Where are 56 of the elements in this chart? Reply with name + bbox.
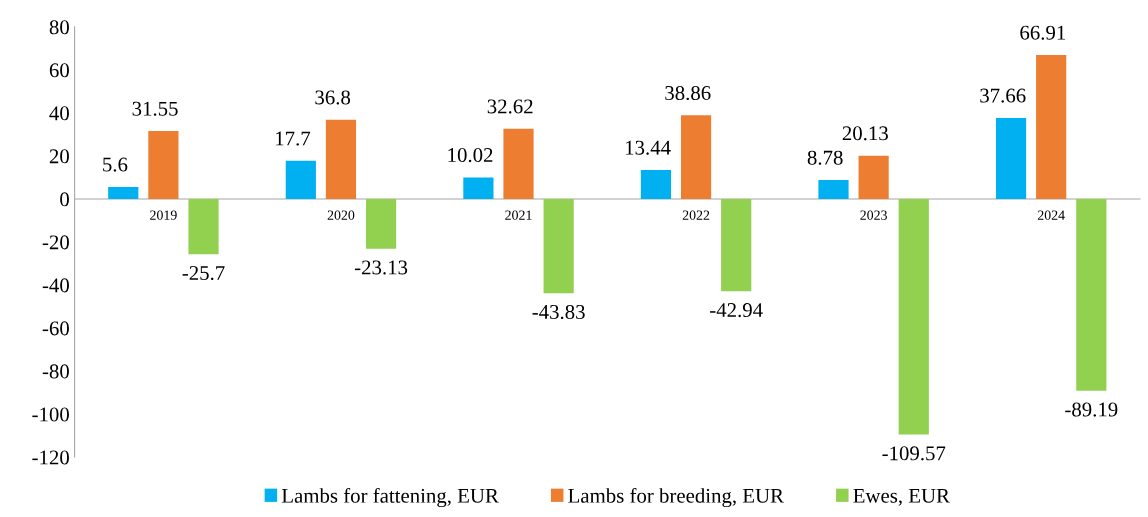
y-tick-label: -80	[42, 364, 69, 379]
legend-label: Ewes, EUR	[853, 488, 950, 506]
data-label: 10.02	[448, 147, 493, 163]
data-label: 13.44	[626, 140, 671, 155]
data-label: 20.13	[842, 126, 888, 141]
y-tick-label: -100	[32, 407, 69, 422]
bar	[503, 128, 534, 199]
x-tick-label: 2023	[860, 210, 887, 220]
y-tick-label: 60	[49, 63, 69, 78]
data-label: 36.8	[315, 90, 351, 105]
data-label: -109.57	[882, 446, 946, 461]
data-label: 17.7	[276, 131, 311, 146]
bar	[858, 155, 889, 199]
y-tick-label: -120	[32, 450, 69, 465]
data-label: 37.66	[980, 88, 1026, 103]
bar	[148, 131, 179, 199]
data-label: 66.91	[1020, 25, 1066, 40]
data-label: -23.13	[354, 260, 408, 275]
bar	[1036, 55, 1067, 199]
bar	[818, 180, 849, 199]
data-label: -89.19	[1065, 402, 1118, 417]
legend-label: Lambs for breeding, EUR	[568, 487, 784, 508]
data-label: 32.62	[487, 99, 533, 114]
bar	[680, 115, 712, 199]
bar	[721, 198, 752, 292]
legend-label: Lambs for fattening, EUR	[281, 487, 499, 508]
x-tick-label: 2024	[1037, 210, 1065, 220]
bar	[188, 198, 219, 255]
y-tick-label: -60	[42, 321, 69, 336]
bar	[325, 119, 357, 199]
y-tick-label: -20	[42, 235, 69, 250]
x-tick-label: 2022	[682, 210, 710, 220]
y-tick-label: 80	[49, 20, 69, 35]
y-tick-label: 20	[49, 149, 69, 164]
bar	[995, 117, 1027, 199]
x-tick-label: 2020	[327, 210, 355, 220]
data-label: -43.83	[532, 304, 585, 320]
data-label: 31.55	[132, 101, 178, 116]
data-label: -42.94	[710, 303, 763, 318]
bar	[365, 198, 397, 249]
data-label: 8.78	[807, 150, 843, 165]
bar	[640, 170, 672, 199]
bar	[463, 177, 494, 199]
x-tick-label: 2021	[505, 210, 532, 220]
data-label: 38.86	[665, 85, 711, 101]
bar	[543, 198, 574, 294]
bar	[898, 198, 929, 435]
data-label: -25.7	[182, 265, 225, 281]
y-tick-label: 0	[60, 192, 69, 207]
y-tick-label: -40	[42, 278, 69, 293]
bar	[285, 160, 316, 199]
x-tick-label: 2019	[150, 210, 177, 220]
bar	[1076, 198, 1107, 391]
data-label: 5.6	[103, 157, 128, 172]
y-tick-label: 40	[49, 106, 69, 121]
bar	[108, 186, 139, 199]
